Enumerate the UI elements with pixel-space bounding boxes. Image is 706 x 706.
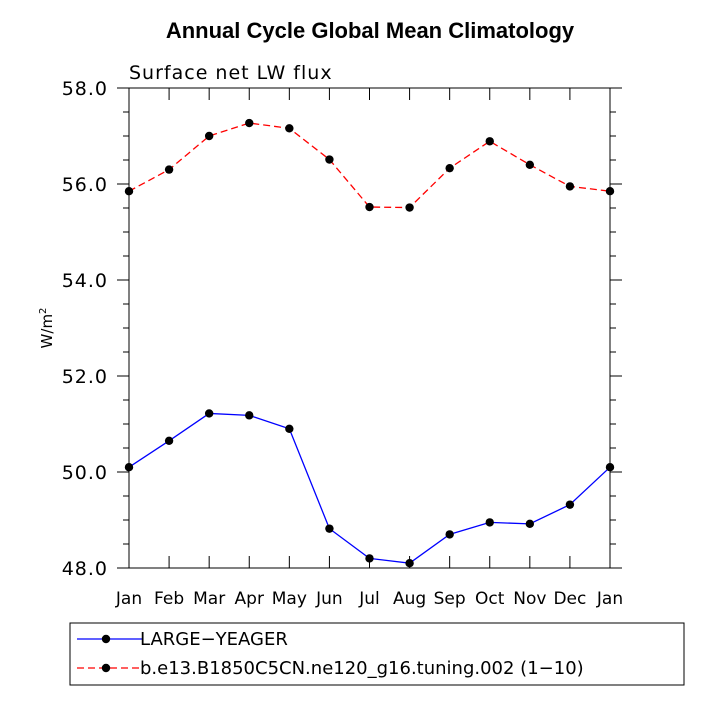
y-tick-label: 50.0 [62,462,108,484]
y-axis-label-superscript: 2 [38,308,49,314]
x-tick-label: Mar [193,589,225,609]
y-tick-label: 54.0 [62,270,108,292]
data-point [605,187,615,196]
x-tick-label: Jan [596,589,623,609]
x-axis: Jan Feb Mar Apr May Jun Jul Aug Sep Oct Nov Dec Jan [115,88,623,609]
data-point [204,409,214,418]
data-point [365,202,374,212]
data-point [565,500,575,509]
x-tick-label: May [272,589,307,609]
data-point [124,187,134,196]
x-tick-label: Apr [235,589,264,609]
x-tick-label: Jun [315,589,343,609]
chart-subtitle: Surface net LW flux [129,62,333,84]
data-point [405,203,414,212]
data-point [164,165,174,174]
y-tick-label: 58.0 [62,78,108,100]
x-tick-label: Jan [115,589,142,609]
data-point [605,463,615,472]
y-tick-label: 52.0 [62,366,108,388]
data-point [245,411,254,420]
legend-box [69,622,685,686]
data-point [325,155,334,164]
x-tick-label: Sep [434,589,466,609]
data-point [525,160,535,169]
y-axis-label: W/m2 [38,308,56,349]
y-axis: 48.0 50.0 52.0 54.0 56.0 58.0 [62,78,622,580]
chart-title: Annual Cycle Global Mean Climatology [166,18,575,43]
legend-marker [101,663,111,673]
data-point [365,554,374,563]
data-point [325,524,334,533]
y-axis-label-unit: W/m [38,314,56,349]
legend-label: LARGE−YEAGER [140,629,288,650]
series-layer [124,118,615,568]
series-line-0 [128,412,611,564]
data-point [485,137,494,146]
x-tick-label: Oct [475,589,505,609]
legend: LARGE−YEAGER b.e13.B1850C5CN.ne120_g16.tu… [77,629,584,679]
data-point [445,530,454,539]
data-point [405,559,414,568]
x-tick-label: Dec [553,589,586,609]
data-point [245,118,254,128]
series-line-1 [128,122,611,209]
y-tick-label: 56.0 [62,174,108,196]
x-tick-label: Nov [513,589,546,609]
data-point [124,463,134,472]
data-point [485,518,494,527]
legend-marker [101,634,111,644]
plot-frame [128,87,611,569]
x-tick-label: Jul [358,589,380,609]
data-point [285,124,294,133]
x-tick-label: Feb [154,589,184,609]
data-point [445,163,454,173]
data-point [164,436,174,445]
data-point [204,131,214,141]
y-tick-label: 48.0 [62,558,108,580]
x-tick-label: Aug [393,589,426,609]
data-point [285,424,294,433]
legend-label: b.e13.B1850C5CN.ne120_g16.tuning.002 (1−… [140,658,584,679]
data-point [525,519,535,529]
data-point [565,182,575,191]
